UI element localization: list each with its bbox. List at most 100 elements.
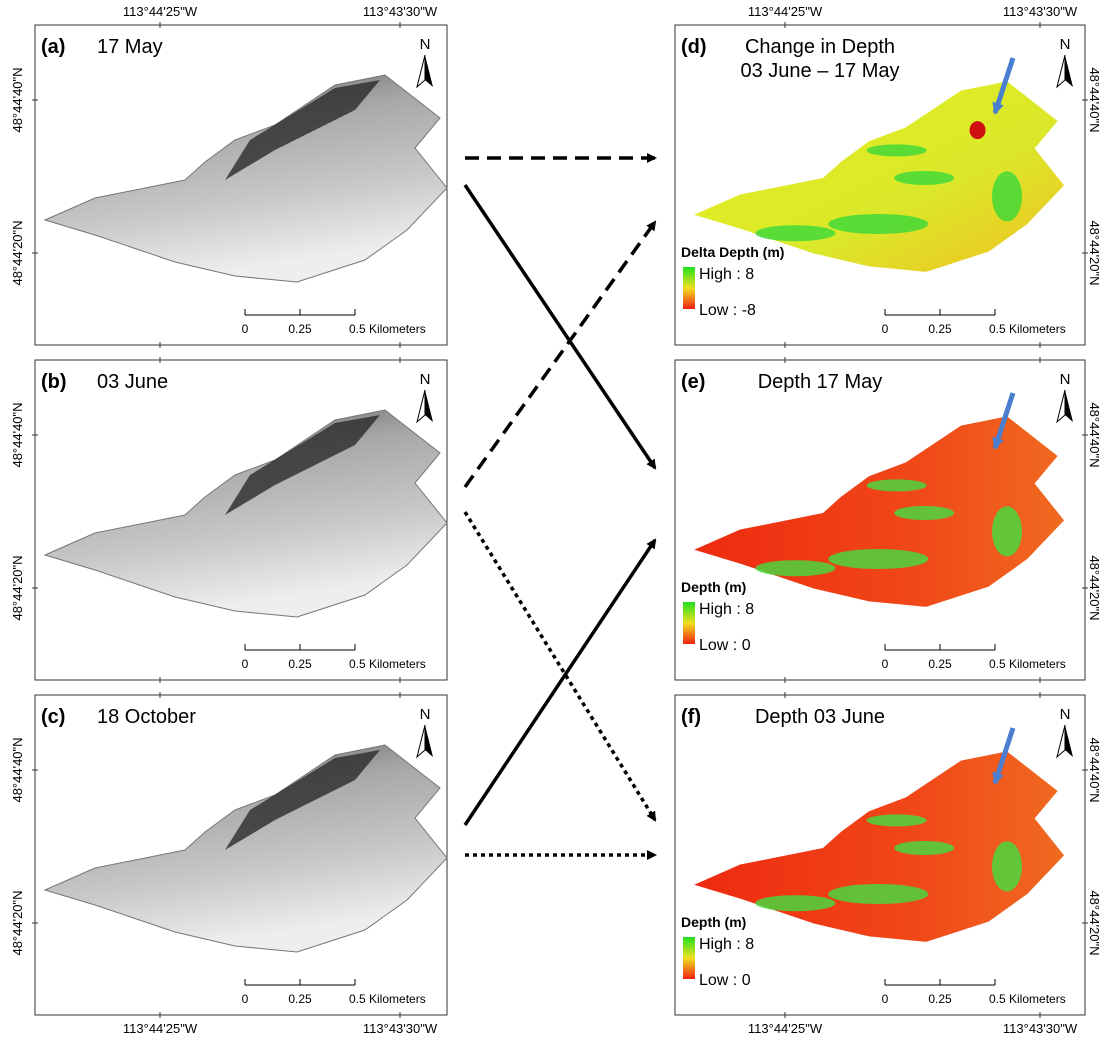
scale-label: 0.5 Kilometers [989, 657, 1066, 671]
lat-label: 48°44'40"N [1087, 67, 1102, 132]
legend-title: Depth (m) [681, 579, 746, 595]
scale-label: 0.25 [288, 992, 312, 1006]
legend-low: Low : 0 [699, 637, 751, 654]
depth-patch [828, 884, 928, 904]
lat-label: 48°44'20"N [1087, 890, 1102, 955]
north-arrow [417, 390, 425, 422]
north-arrow [1057, 55, 1065, 87]
scale-label: 0.25 [928, 322, 952, 336]
depth-patch [992, 841, 1022, 891]
lat-label: 48°44'20"N [1087, 220, 1102, 285]
north-arrow [417, 55, 425, 87]
north-arrow [1065, 725, 1073, 757]
north-label: N [1060, 371, 1071, 388]
north-arrow [1057, 390, 1065, 422]
lat-label: 48°44'20"N [10, 890, 25, 955]
north-arrow [425, 55, 433, 87]
lon-label: 113°44'25"W [123, 1021, 198, 1036]
legend-low: Low : -8 [699, 302, 756, 319]
lat-label: 48°44'20"N [10, 220, 25, 285]
terrain [45, 75, 447, 282]
depth-patch [755, 225, 835, 241]
lon-label: 113°43'30"W [363, 4, 438, 19]
north-arrow [425, 390, 433, 422]
lon-label: 113°43'30"W [363, 1021, 438, 1036]
depth-patch [894, 506, 954, 520]
panel-title: Depth 03 June [755, 706, 885, 728]
legend-ramp [683, 267, 695, 309]
scale-label: 0 [242, 657, 249, 671]
legend-low: Low : 0 [699, 972, 751, 989]
legend-ramp [683, 602, 695, 644]
scale-label: 0 [242, 992, 249, 1006]
arrow [465, 222, 655, 487]
north-label: N [420, 36, 431, 53]
north-arrow [417, 725, 425, 757]
scale-label: 0 [242, 322, 249, 336]
panel-label: (b) [41, 371, 67, 393]
north-label: N [420, 371, 431, 388]
lat-label: 48°44'40"N [1087, 402, 1102, 467]
north-label: N [420, 706, 431, 723]
depth-patch [867, 814, 927, 826]
map-panel: (f) Depth 03 June N 0 0.25 0.5 Kilometers Dept… [675, 692, 1102, 1036]
map-panel: (c) 18 October N 0 0.25 0.5 Kilometers 48°44'4… [10, 692, 447, 1036]
scale-label: 0.25 [928, 992, 952, 1006]
lat-label: 48°44'40"N [10, 737, 25, 802]
figure: (a)17 MayN00.250.5 Kilometers48°44'40"N4… [0, 0, 1105, 1039]
depth-patch [755, 560, 835, 576]
depth-patch [755, 895, 835, 911]
lat-label: 48°44'40"N [10, 67, 25, 132]
legend-ramp [683, 937, 695, 979]
scale-label: 0.5 Kilometers [349, 992, 426, 1006]
lat-label: 48°44'20"N [10, 555, 25, 620]
panel-label: (d) [681, 36, 707, 58]
depth-patch [828, 549, 928, 569]
lat-label: 48°44'40"N [1087, 737, 1102, 802]
connector-arrows [465, 158, 655, 855]
north-arrow [1057, 725, 1065, 757]
panel-label: (f) [681, 706, 701, 728]
legend-title: Depth (m) [681, 914, 746, 930]
panel-title: 03 June – 17 May [741, 60, 900, 82]
depth-patch [992, 506, 1022, 556]
north-arrow [1065, 55, 1073, 87]
north-arrow [1065, 390, 1073, 422]
depth-patch [992, 171, 1022, 221]
depth-patch [867, 144, 927, 156]
lon-label: 113°44'25"W [123, 4, 198, 19]
legend-high: High : 8 [699, 936, 754, 953]
panel-title: 18 October [97, 706, 196, 728]
terrain [45, 745, 447, 952]
panel-title: Depth 17 May [758, 371, 883, 393]
scale-label: 0 [882, 992, 889, 1006]
panel-label: (e) [681, 371, 705, 393]
scale-label: 0.25 [928, 657, 952, 671]
scale-label: 0.5 Kilometers [349, 657, 426, 671]
legend-high: High : 8 [699, 601, 754, 618]
north-label: N [1060, 706, 1071, 723]
scale-label: 0 [882, 657, 889, 671]
panel-title: Change in Depth [745, 36, 895, 58]
map-panel: (e) Depth 17 May N 0 0.25 0.5 Kilometers Depth… [675, 357, 1102, 683]
legend-title: Delta Depth (m) [681, 244, 784, 260]
scale-label: 0.5 Kilometers [349, 322, 426, 336]
panel-label: (c) [41, 706, 65, 728]
depth-patch [894, 841, 954, 855]
depth-patch [867, 479, 927, 491]
depth-patch [894, 171, 954, 185]
panel-title: 03 June [97, 371, 168, 393]
scale-label: 0.5 Kilometers [989, 992, 1066, 1006]
legend-high: High : 8 [699, 266, 754, 283]
arrow [465, 540, 655, 825]
arrow [465, 512, 655, 820]
lon-label: 113°44'25"W [748, 4, 823, 19]
panel-title: 17 May [97, 36, 163, 58]
depth-patch [970, 121, 986, 139]
scale-label: 0.25 [288, 322, 312, 336]
scale-label: 0 [882, 322, 889, 336]
lat-label: 48°44'40"N [10, 402, 25, 467]
